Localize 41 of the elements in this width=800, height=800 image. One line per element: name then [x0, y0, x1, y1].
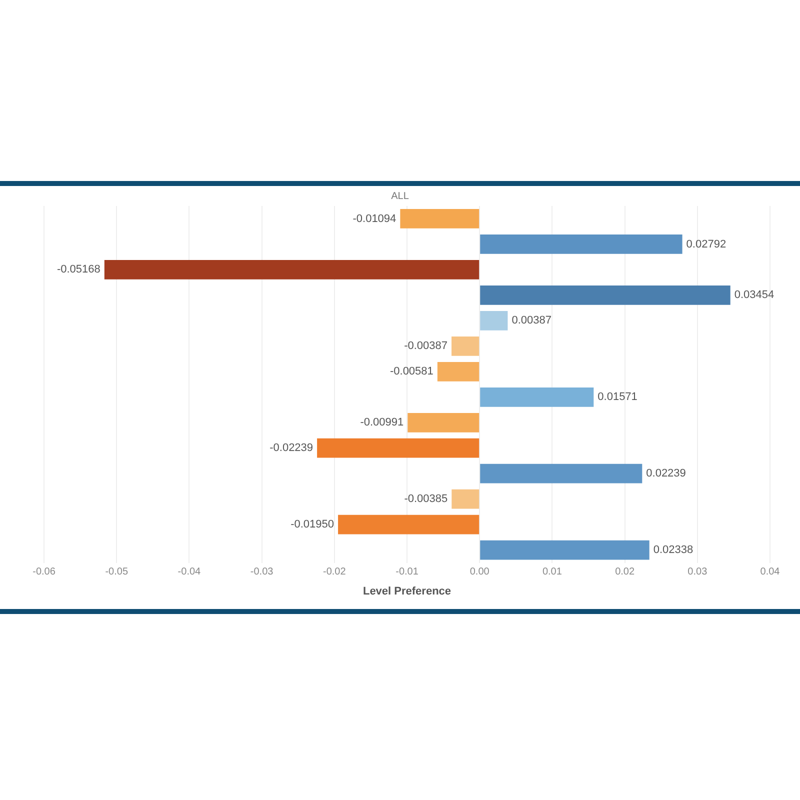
- bar: [104, 260, 480, 280]
- bar: [452, 489, 480, 509]
- data-label: 0.01571: [598, 391, 638, 404]
- data-label: -0.00385: [404, 493, 448, 506]
- bar: [480, 540, 650, 560]
- bar: [480, 286, 730, 305]
- bar: [452, 336, 480, 356]
- x-tick-label: 0.02: [615, 566, 635, 578]
- x-tick-label: -0.02: [323, 566, 346, 578]
- data-label: 0.00387: [512, 314, 552, 327]
- bar: [400, 209, 480, 228]
- bar: [480, 464, 642, 484]
- bar: [317, 438, 480, 458]
- bar: [437, 362, 480, 382]
- x-tick-label: -0.04: [178, 566, 202, 578]
- bar: [480, 311, 508, 330]
- bar: [338, 514, 480, 534]
- bar: [480, 234, 682, 254]
- data-label: -0.00387: [404, 340, 448, 352]
- x-tick-label: 0.04: [760, 566, 780, 578]
- chart-title: ALL: [391, 190, 410, 202]
- data-label: 0.02239: [646, 468, 686, 480]
- data-label: -0.00991: [360, 416, 404, 429]
- data-label: -0.01094: [352, 212, 396, 225]
- data-label: 0.03454: [734, 289, 774, 302]
- x-axis-title: Level Preference: [362, 585, 452, 598]
- x-tick-label: -0.01: [396, 566, 419, 578]
- bar: [480, 387, 594, 407]
- x-tick-label: 0.00: [470, 566, 490, 578]
- bar: [408, 412, 480, 432]
- data-label: -0.01950: [290, 518, 334, 531]
- data-label: 0.02792: [686, 238, 726, 250]
- data-label: -0.00581: [390, 366, 434, 378]
- x-tick-label: -0.03: [250, 566, 274, 578]
- x-tick-label: 0.01: [542, 566, 562, 578]
- data-label: 0.02338: [653, 544, 694, 556]
- data-label: -0.02239: [270, 442, 314, 454]
- x-tick-label: -0.05: [105, 566, 128, 578]
- x-tick-label: -0.06: [32, 566, 56, 578]
- x-tick-label: 0.03: [688, 566, 708, 578]
- data-label: -0.05168: [56, 264, 100, 276]
